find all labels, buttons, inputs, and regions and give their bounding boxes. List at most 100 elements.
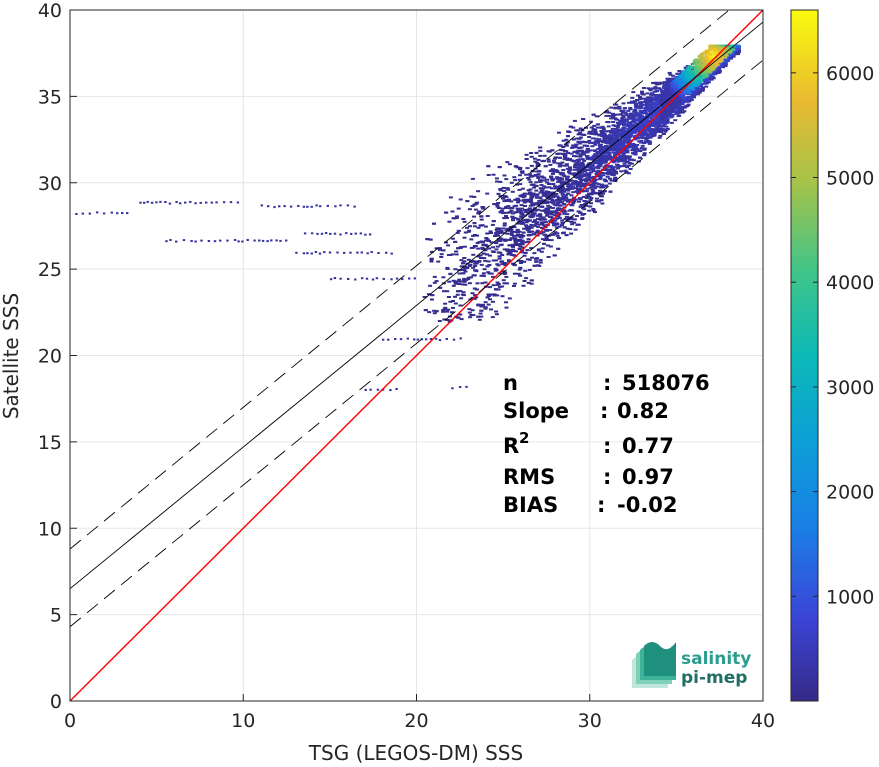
scatter-point — [628, 106, 633, 109]
scatter-point — [621, 144, 626, 147]
scatter-point — [516, 239, 521, 242]
scatter-point — [624, 170, 629, 173]
scatter-point — [629, 116, 634, 119]
scatter-point — [529, 155, 534, 158]
scatter-point — [607, 153, 612, 156]
scatter-point — [680, 103, 685, 106]
scatter-point — [617, 107, 622, 110]
scatter-point — [534, 260, 539, 263]
scatter-point — [595, 171, 600, 174]
scatter-point — [530, 214, 534, 217]
scatter-point — [684, 100, 688, 103]
scatter-point — [658, 81, 663, 84]
scatter-point — [556, 247, 561, 250]
scatter-point — [479, 315, 484, 318]
scatter-point — [641, 124, 646, 127]
scatter-point — [500, 207, 505, 210]
scatter-point — [637, 107, 642, 110]
scatter-point — [536, 173, 541, 176]
scatter-point — [609, 137, 614, 140]
scatter-point — [591, 190, 596, 193]
scatter-point — [432, 281, 437, 284]
scatter-point — [480, 303, 485, 306]
scatter-point — [517, 178, 522, 181]
scatter-point — [624, 161, 629, 163]
scatter-point — [564, 138, 569, 141]
scatter-point — [448, 300, 453, 303]
scatter-point — [609, 149, 614, 152]
scatter-point — [572, 160, 577, 163]
scatter-point — [469, 195, 474, 198]
scatter-point — [534, 194, 539, 197]
scatter-point — [624, 120, 629, 123]
scatter-point — [576, 162, 581, 165]
scatter-point — [508, 251, 513, 254]
scatter-point — [573, 146, 578, 149]
scatter-point — [636, 105, 640, 108]
scatter-point — [703, 82, 708, 85]
scatter-point — [677, 105, 682, 108]
scatter-point — [568, 228, 573, 231]
scatter-point — [506, 188, 511, 191]
scatter-point — [648, 89, 653, 92]
scatter-point — [638, 103, 643, 106]
scatter-point — [591, 113, 596, 116]
scatter-point — [680, 111, 685, 114]
scatter-point — [594, 140, 599, 142]
scatter-point — [655, 117, 660, 120]
scatter-point — [569, 183, 574, 186]
scatter-point — [585, 155, 590, 158]
scatter-point — [605, 158, 609, 160]
scatter-point — [580, 162, 585, 165]
scatter-point — [606, 125, 611, 128]
scatter-point — [572, 200, 577, 203]
scatter-point — [542, 233, 547, 236]
scatter-point — [640, 144, 645, 147]
scatter-point — [470, 177, 475, 180]
scatter-point — [585, 187, 590, 190]
scatter-point — [498, 189, 503, 192]
scatter-point — [575, 176, 580, 179]
scatter-point — [456, 207, 461, 210]
scatter-point — [480, 207, 485, 210]
scatter-point — [538, 191, 543, 194]
scatter-point — [627, 128, 631, 131]
scatter-point — [453, 280, 458, 283]
scatter-point — [576, 160, 581, 163]
scatter-point — [451, 217, 456, 220]
scatter-point — [639, 133, 644, 136]
scatter-point — [616, 125, 620, 127]
scatter-point — [618, 141, 623, 144]
scatter-point — [597, 191, 602, 194]
scatter-point — [462, 220, 467, 223]
scatter-point — [590, 137, 595, 140]
scatter-point — [441, 310, 446, 313]
scatter-point — [504, 301, 508, 304]
scatter-point — [485, 232, 490, 235]
scatter-point — [520, 187, 525, 190]
scatter-point — [620, 111, 625, 114]
scatter-point — [496, 207, 501, 209]
scatter-point — [577, 197, 582, 200]
scatter-point — [637, 118, 642, 121]
scatter-point — [622, 150, 626, 153]
scatter-point — [687, 100, 692, 103]
scatter-point — [557, 216, 562, 219]
scatter-point — [578, 155, 583, 158]
scatter-point — [613, 151, 618, 154]
scatter-point — [523, 205, 527, 207]
scatter-point — [545, 201, 550, 204]
scatter-point — [735, 48, 740, 51]
scatter-point — [654, 83, 659, 86]
scatter-point — [628, 143, 633, 146]
scatter-point — [652, 102, 657, 105]
scatter-point — [666, 79, 671, 82]
scatter-point — [458, 304, 463, 307]
scatter-point — [527, 192, 532, 195]
scatter-point — [563, 154, 568, 157]
scatter-point — [565, 178, 570, 181]
scatter-point — [459, 297, 464, 300]
scatter-point — [584, 126, 588, 129]
scatter-point — [442, 318, 447, 321]
scatter-point — [568, 167, 572, 170]
